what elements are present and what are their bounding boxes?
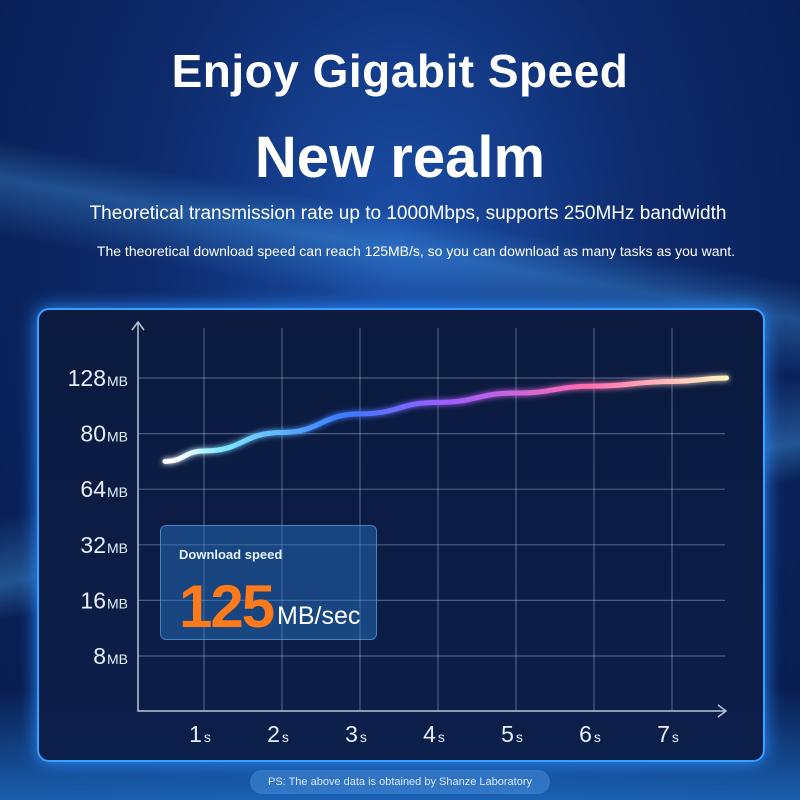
download-speed-card: Download speed 125 MB/sec (160, 525, 377, 640)
y-tick-label: 64MB (80, 476, 128, 502)
spec-line-1: Theoretical transmission rate up to 1000… (89, 203, 727, 224)
y-tick-label: 16MB (80, 587, 128, 613)
spec-line-2: The theoretical download speed can reach… (96, 243, 736, 259)
axis-lines (137, 322, 726, 712)
y-axis-arrow-icon (131, 320, 145, 331)
download-speed-label: Download speed (179, 547, 283, 562)
y-tick-label: 80MB (80, 421, 128, 447)
download-speed-unit: MB/sec (277, 602, 361, 630)
speed-curve (162, 375, 730, 464)
y-tick-label: 32MB (80, 532, 128, 558)
download-speed-value: 125 (179, 573, 275, 640)
y-tick-label: 8MB (93, 643, 128, 669)
x-axis-arrow-icon (717, 704, 728, 718)
headline: Enjoy Gigabit Speed (171, 45, 629, 97)
footnote: PS: The above data is obtained by Shanze… (250, 770, 550, 794)
y-tick-label: 128MB (68, 365, 128, 391)
subheadline: New realm (254, 125, 546, 190)
